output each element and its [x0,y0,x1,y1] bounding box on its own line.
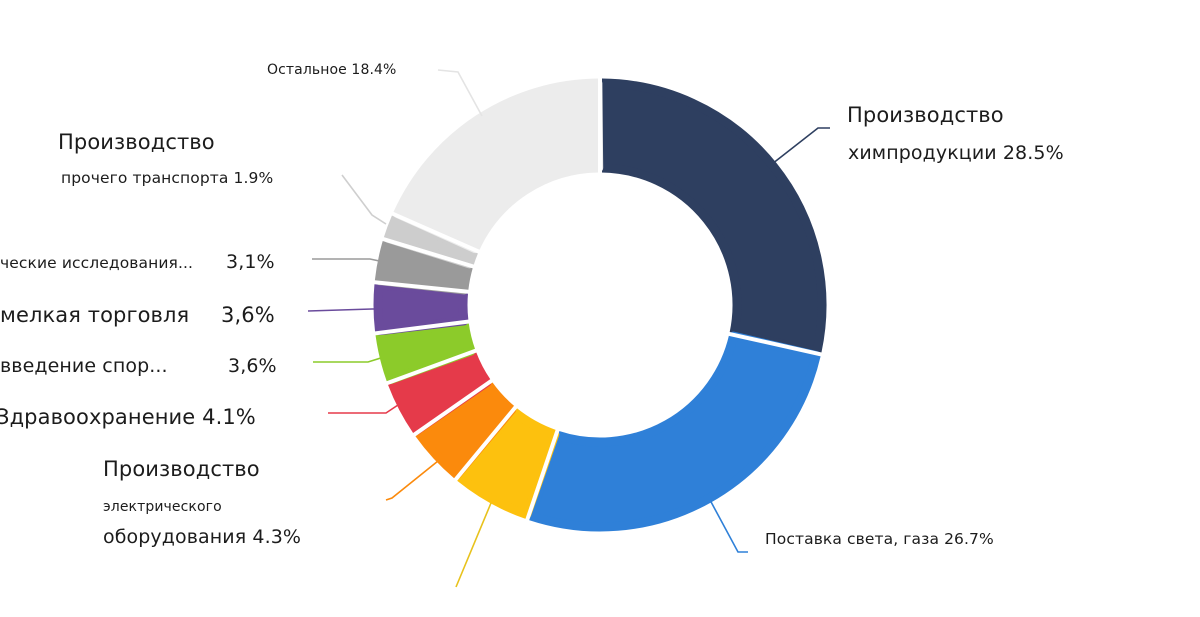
leader-line-yellow [455,502,492,588]
label-health: Здравоохранение 4.1% [0,405,256,429]
segment-power [526,331,821,532]
leader-line-chem [771,127,830,165]
leader-line-other [437,69,483,117]
label-electro-line3: оборудования 4.3% [103,526,302,548]
segment-chem [596,78,827,356]
label-sport-pct: 3,6% [228,355,277,377]
label-chem-line2: химпродукции 28.5% [848,142,1064,164]
segment-gap [379,346,484,388]
label-chem-line1: Производство [847,103,1004,127]
label-other: Остальное 18.4% [267,62,396,78]
label-retail-pct: 3,6% [221,303,275,327]
segment-gap [366,279,476,295]
leader-line-transport [341,174,387,225]
label-transport-line1: Производство [58,130,215,154]
segment-gap [406,374,499,441]
segment-gap [721,330,829,358]
segment-gap [367,318,477,337]
leader-line-health [328,404,399,414]
leader-line-electro [385,460,439,501]
label-research-name: ческие исследования... [0,254,194,272]
label-research-pct: 3,1% [226,251,275,273]
label-electro-line1: Производство [103,457,260,481]
leader-lines [307,69,830,588]
label-sport-name: введение спор... [0,355,168,377]
segment-gap [375,234,481,271]
donut-segments [366,71,829,532]
label-other-text: Остальное 18.4% [267,62,397,78]
leader-line-power [709,499,748,553]
leader-line-research [312,258,385,263]
leader-line-retail [307,308,380,312]
segment-gap [523,422,562,528]
label-power: Поставка света, газа 26.7% [765,530,994,548]
label-retail-name: мелкая торговля [0,303,190,327]
segment-gap [449,400,522,487]
label-electro-line2: электрического [103,499,222,515]
segment-gap [385,208,487,257]
label-transport-line2: прочего транспорта 1.9% [61,169,274,187]
leader-line-sport [313,356,385,363]
segment-other [393,78,604,254]
